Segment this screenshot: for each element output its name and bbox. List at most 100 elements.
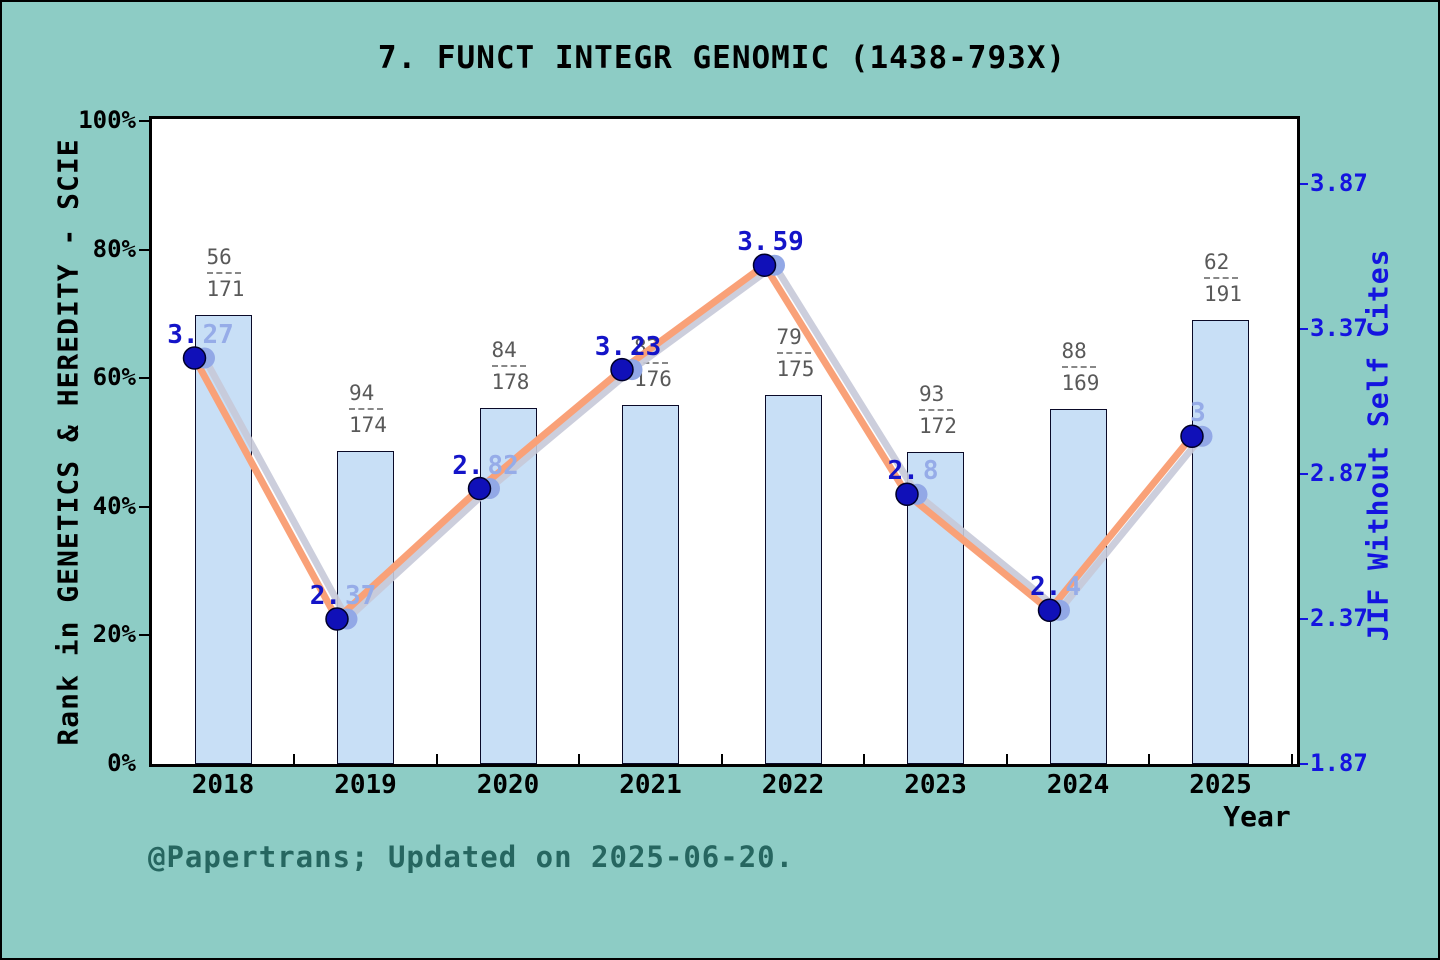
x-minor-tick (578, 754, 581, 764)
rank-fraction-label: 88 169 (1061, 339, 1100, 396)
x-tick-label: 2024 (1046, 770, 1110, 800)
chart-title: 7. FUNCT INTEGR GENOMIC (1438-793X) (377, 40, 1067, 76)
jif-point-label-segment: 3. (167, 320, 199, 350)
rank-fraction-denominator: 175 (776, 356, 815, 381)
x-tick-label: 2025 (1189, 770, 1252, 800)
rank-fraction-denominator: 171 (206, 277, 245, 302)
jif-point-label: 2. 37 (263, 581, 423, 611)
x-tick-label: 2023 (904, 770, 967, 800)
left-tick-label: 20% (92, 620, 136, 649)
jif-marker-dark (467, 476, 492, 501)
left-tick-label: 60% (92, 363, 136, 392)
rank-fraction-numerator: 56 (206, 245, 232, 270)
right-tick (1300, 473, 1308, 475)
jif-point-label: 3 (1118, 398, 1278, 428)
jif-line (191, 261, 1196, 623)
right-axis-title: JIF Without Self Cites (1361, 248, 1395, 642)
rank-fraction-denominator: 191 (1204, 281, 1242, 306)
fraction-divider (634, 362, 668, 365)
rank-fraction-label: 79 175 (776, 324, 815, 381)
left-tick (139, 505, 149, 508)
jif-marker-dark (182, 346, 207, 370)
jif-point-label-segment: 2. (452, 450, 484, 481)
fraction-divider (919, 409, 953, 412)
left-tick (139, 120, 149, 122)
x-tick-label: 2020 (476, 770, 540, 800)
x-minor-tick (435, 754, 438, 764)
x-minor-tick (720, 754, 723, 764)
rank-bar (1192, 319, 1249, 764)
right-tick-label: 3.37 (1310, 314, 1368, 342)
jif-point-label-segment: 59 (772, 227, 804, 258)
jif-line-layer (182, 253, 1213, 631)
left-axis-title: Rank in GENETICS & HEREDITY - SCIE (51, 138, 85, 746)
left-tick-label: 100% (78, 106, 136, 134)
jif-marker-dark (610, 357, 634, 382)
left-tick (139, 248, 149, 251)
x-minor-tick (1290, 754, 1293, 764)
jif-marker-dark (752, 253, 777, 277)
x-minor-tick (1148, 754, 1151, 764)
rank-fraction-numerator: 93 (919, 382, 945, 407)
x-minor-tick (1005, 754, 1008, 764)
jif-point-label: 3. 23 (548, 332, 708, 362)
jif-point-label-segment: 3. (594, 331, 626, 362)
left-tick (139, 634, 149, 637)
x-tick-label: 2021 (619, 770, 682, 800)
rank-fraction-denominator: 172 (919, 414, 957, 439)
jif-point-label: 3. 27 (121, 320, 281, 350)
x-axis-title: Year (1223, 800, 1291, 833)
watermark-text: @Papertrans; Updated on 2025-06-20. (148, 840, 795, 874)
rank-fraction-label: 56 171 (206, 245, 245, 302)
x-minor-tick (293, 754, 296, 764)
rank-fraction-numerator: 94 (349, 380, 375, 405)
jif-marker-dark (1037, 598, 1062, 623)
rank-fraction-denominator: 174 (349, 412, 387, 437)
right-tick (1300, 183, 1308, 185)
right-tick-label: 1.87 (1310, 749, 1368, 777)
fraction-divider (1204, 276, 1238, 279)
jif-point-label-segment: 3. (737, 227, 769, 258)
fraction-divider (491, 364, 526, 367)
left-tick-label: 80% (92, 234, 136, 263)
jif-point-label: 2. 4 (976, 572, 1136, 602)
jif-point-label-segment: 2. (1030, 572, 1062, 603)
right-tick (1300, 618, 1308, 620)
rank-fraction-label: 93 172 (919, 382, 957, 438)
right-tick-label: 2.37 (1310, 604, 1368, 632)
jif-point-label-segment: 4 (1065, 572, 1081, 603)
plot-area: 56 171 94 174 84 178 82 176 79 175 93 172 88 169 62 191… (149, 116, 1300, 767)
jif-marker-dark (895, 482, 919, 507)
fraction-divider (1061, 366, 1096, 369)
left-tick-label: 0% (107, 749, 136, 777)
jif-point-label: 3. 59 (691, 227, 851, 257)
rank-fraction-label: 84 178 (491, 337, 530, 394)
jif-point-label-segment: 82 (487, 450, 519, 481)
jif-point-label-segment: 2. (309, 581, 341, 611)
rank-bar (479, 407, 537, 764)
rank-fraction-numerator: 88 (1061, 339, 1087, 364)
x-tick-label: 2019 (334, 770, 397, 800)
rank-bar (622, 405, 679, 764)
jif-marker-dark (1180, 424, 1204, 449)
fraction-divider (206, 272, 241, 275)
right-tick-label: 2.87 (1310, 459, 1368, 487)
rank-fraction-numerator: 79 (776, 324, 802, 349)
jif-point-label-segment: 3 (1190, 398, 1206, 429)
jif-point-label-segment: 27 (202, 320, 234, 350)
rank-fraction-numerator: 84 (491, 337, 517, 362)
right-tick-label: 3.87 (1310, 169, 1368, 197)
fraction-divider (776, 351, 811, 354)
left-tick (139, 377, 149, 380)
jif-marker-dark (325, 607, 349, 631)
rank-fraction-denominator: 178 (491, 369, 530, 394)
jif-shadow-line (201, 261, 1206, 623)
rank-fraction-label: 62 191 (1204, 250, 1242, 306)
rank-fraction-numerator: 62 (1204, 249, 1230, 274)
rank-fraction-denominator: 169 (1061, 371, 1100, 396)
fraction-divider (349, 407, 383, 410)
jif-point-label: 2. 82 (406, 451, 566, 481)
left-tick-label: 40% (92, 491, 136, 520)
x-tick-label: 2018 (191, 770, 255, 800)
